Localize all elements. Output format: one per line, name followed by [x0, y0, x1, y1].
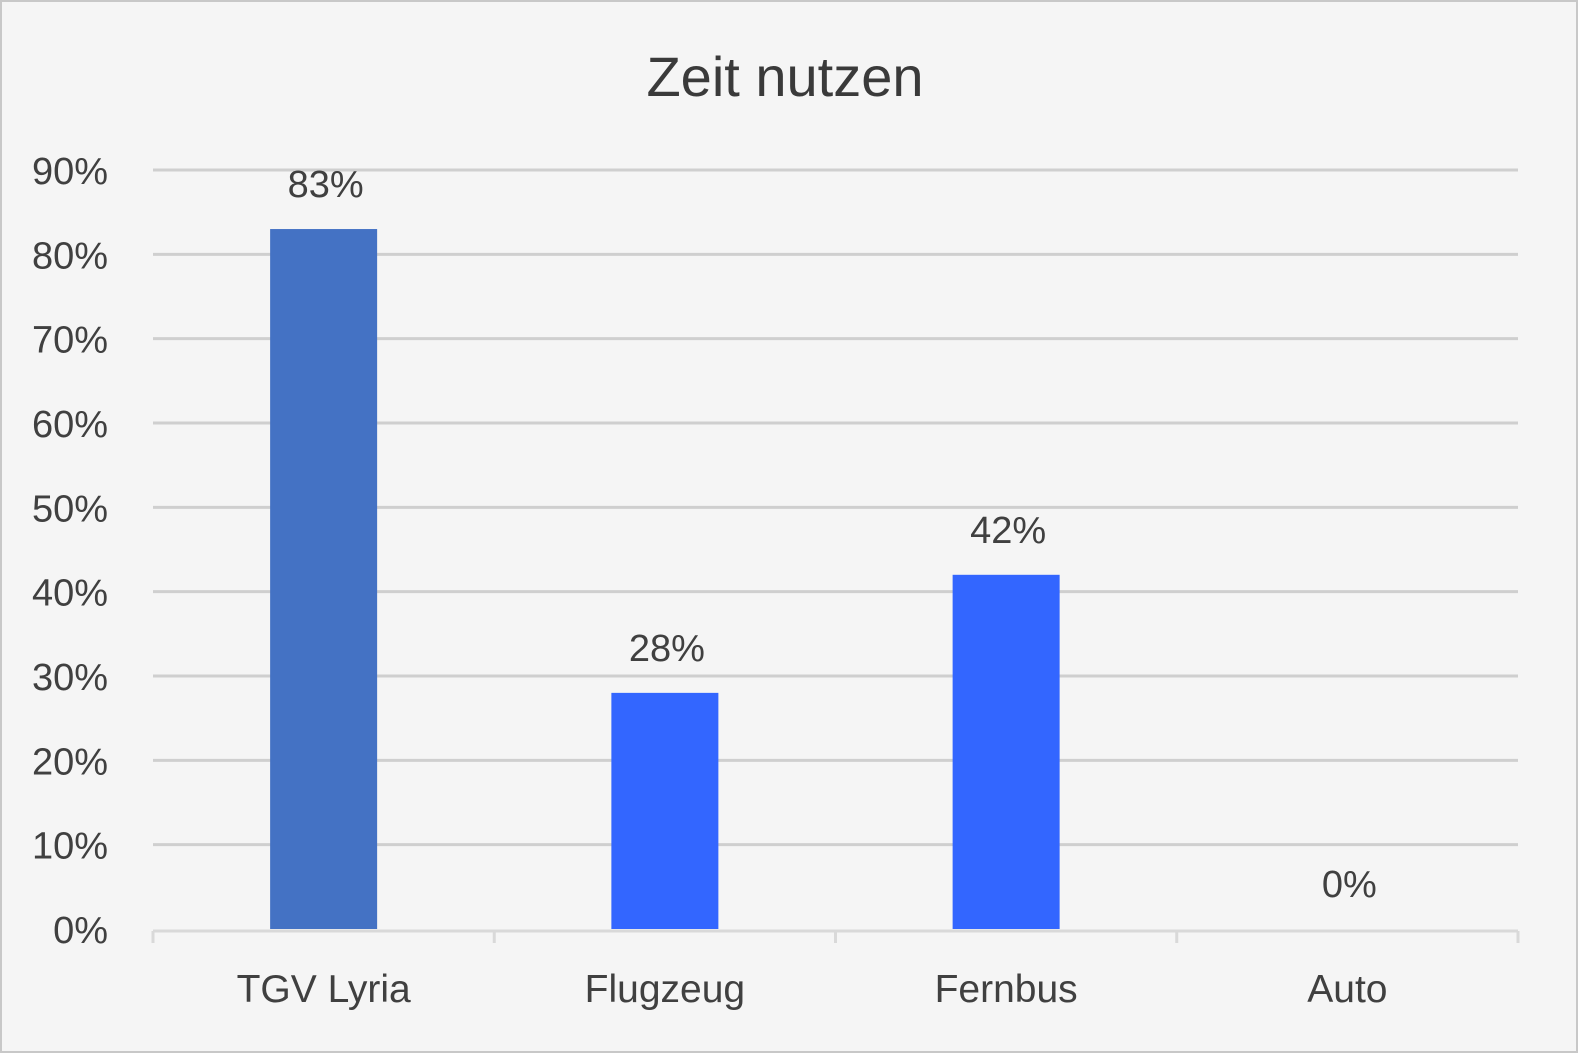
- x-category-label: Auto: [1307, 968, 1387, 1011]
- y-tick-label: 60%: [32, 404, 108, 446]
- chart-title: Zeit nutzen: [646, 45, 923, 108]
- y-tick-label: 50%: [32, 488, 108, 530]
- data-labels: 83% 28% 42% 0%: [288, 164, 1377, 906]
- bars: [270, 229, 1060, 930]
- bar: [952, 574, 1060, 929]
- data-label: 28%: [629, 628, 705, 670]
- y-tick-label: 90%: [32, 151, 108, 193]
- y-tick-label: 70%: [32, 320, 108, 362]
- gridlines: [153, 168, 1518, 847]
- data-label: 42%: [970, 510, 1046, 552]
- bar: [611, 692, 719, 929]
- y-axis-tick-labels: 0% 10% 20% 30% 40% 50% 60% 70% 80% 90%: [32, 151, 108, 952]
- y-tick-label: 30%: [32, 657, 108, 699]
- y-tick-label: 40%: [32, 573, 108, 615]
- x-category-label: Fernbus: [935, 968, 1078, 1011]
- x-axis: [151, 929, 1520, 943]
- x-category-label: TGV Lyria: [237, 968, 411, 1011]
- bar: [270, 229, 378, 930]
- y-tick-label: 0%: [53, 910, 108, 952]
- y-tick-label: 20%: [32, 741, 108, 783]
- data-label: 83%: [288, 164, 364, 206]
- data-label: 0%: [1322, 864, 1377, 906]
- y-tick-label: 10%: [32, 826, 108, 868]
- x-category-label: Flugzeug: [585, 968, 745, 1011]
- x-axis-category-labels: TGV Lyria Flugzeug Fernbus Auto: [237, 968, 1388, 1011]
- y-tick-label: 80%: [32, 235, 108, 277]
